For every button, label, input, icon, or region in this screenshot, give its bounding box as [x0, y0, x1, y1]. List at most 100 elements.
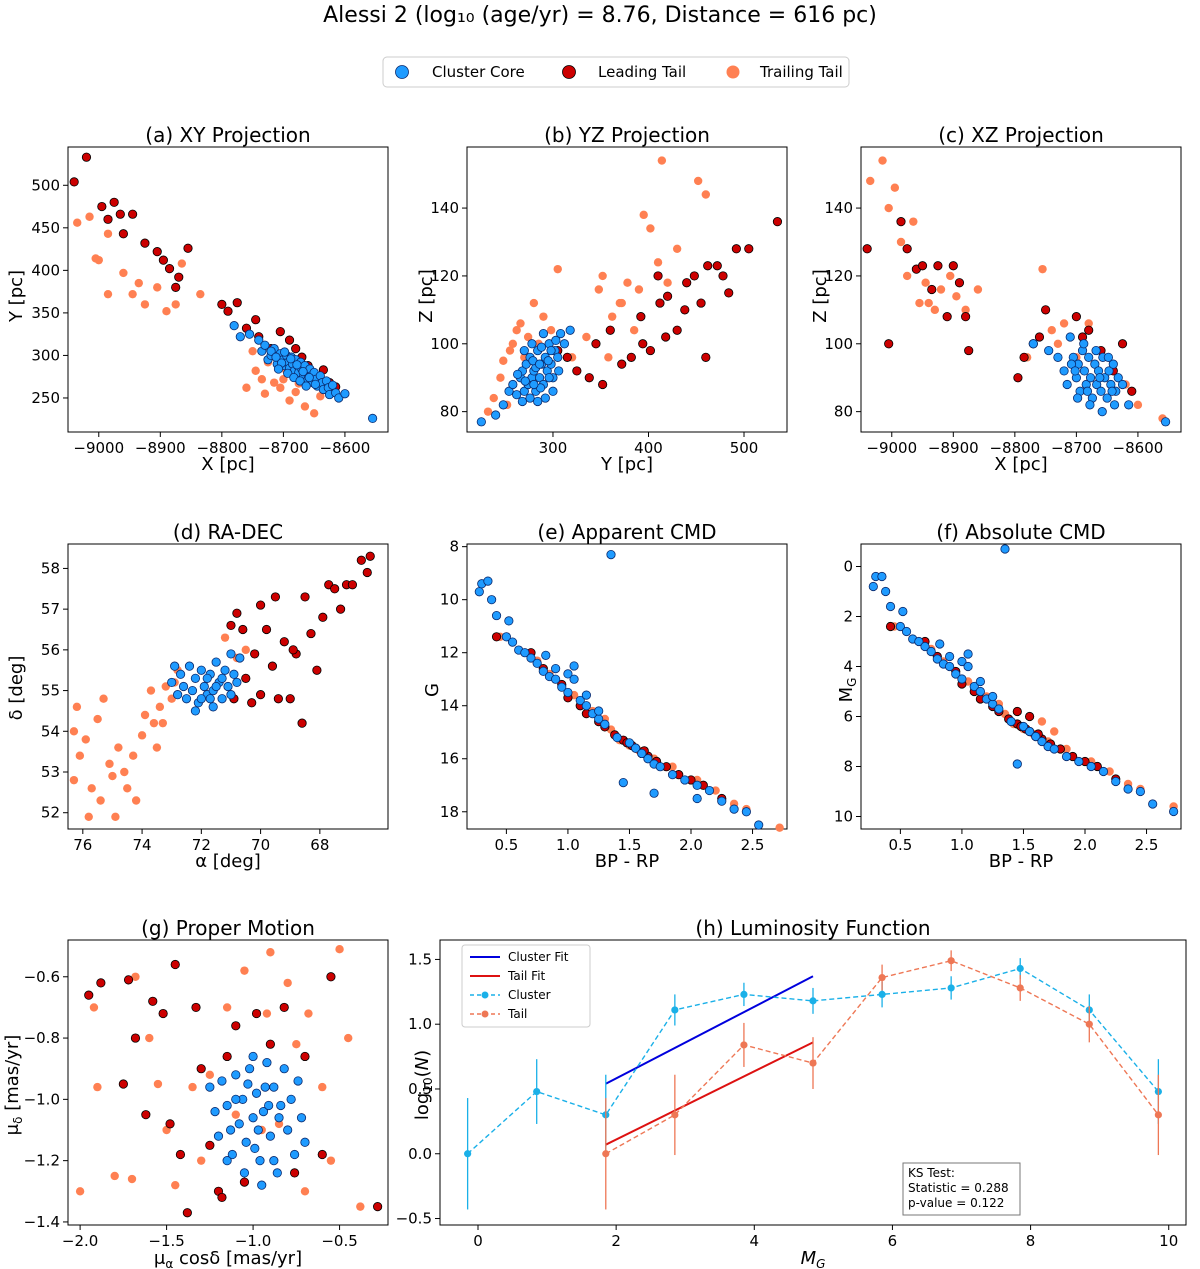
trailing-point	[93, 1082, 102, 1092]
trailing-point	[499, 356, 508, 365]
trailing-point	[149, 718, 159, 728]
trailing-point	[936, 285, 946, 294]
leading-point	[279, 1002, 289, 1013]
leading-point	[902, 244, 912, 254]
core-point	[519, 386, 529, 396]
panel-apparent-cmd: (e) Apparent CMD BP - RP G 0.5 1.0 1.5 2.0 2…	[422, 520, 788, 872]
core-point	[258, 1107, 269, 1117]
core-point	[717, 796, 727, 806]
core-point	[274, 1113, 284, 1123]
tail-point	[809, 1059, 817, 1067]
core-point	[241, 1137, 251, 1147]
leading-point	[291, 344, 301, 354]
y-tick-label: −0.5	[396, 1210, 432, 1228]
x-tick-label: −8600	[320, 439, 371, 457]
y-tick-label: 80	[440, 403, 459, 421]
trailing-point	[553, 264, 562, 274]
leading-point	[130, 1033, 141, 1043]
core-point	[553, 352, 563, 362]
core-point	[491, 410, 501, 420]
panel-ra-dec: (d) RA-DEC α [deg] δ [deg] 76 74 72 70 68 52 5…	[6, 520, 389, 872]
core-point	[1109, 400, 1120, 410]
y-tick-label: −1.0	[24, 1090, 60, 1108]
core-point	[556, 329, 566, 339]
y-tick-label: 0.5	[408, 1080, 432, 1098]
trailing-point	[114, 743, 123, 752]
trailing-point	[123, 784, 132, 793]
trailing-point	[930, 305, 940, 315]
core-point	[504, 386, 514, 396]
y-tick-label: 140	[824, 199, 853, 217]
x-tick-label: 2.0	[1073, 836, 1097, 854]
y-tick-label: −1.4	[24, 1213, 60, 1231]
trailing-point	[276, 383, 285, 392]
x-tick-label: 74	[133, 836, 152, 854]
trailing-point	[505, 346, 515, 355]
core-point	[529, 379, 539, 390]
y-tick-label: 2	[843, 608, 853, 626]
core-point	[1028, 339, 1038, 349]
trailing-point	[318, 1082, 327, 1092]
trailing-point	[127, 1174, 137, 1184]
trailing-point	[582, 332, 591, 342]
core-point	[226, 649, 236, 659]
lf-legend-tail-label: Tail	[507, 1007, 527, 1021]
trailing-point	[87, 784, 96, 793]
core-point	[304, 372, 314, 383]
trailing-point	[152, 743, 162, 752]
leading-point	[584, 373, 594, 383]
core-point	[255, 1156, 265, 1166]
core-point	[328, 380, 338, 390]
x-tick-label: −2.0	[62, 1232, 98, 1250]
leading-point	[284, 335, 295, 345]
core-point	[637, 748, 647, 759]
leading-point	[238, 624, 248, 635]
leading-point	[562, 352, 572, 362]
leading-point	[662, 291, 673, 301]
core-point	[265, 1131, 275, 1141]
core-point	[239, 1168, 250, 1178]
y-tick-label: 10	[440, 591, 459, 609]
y-tick-label: 350	[31, 304, 60, 322]
core-point	[618, 778, 628, 788]
leading-point	[165, 1119, 175, 1129]
core-point	[1006, 716, 1016, 727]
core-point	[235, 653, 245, 663]
core-point	[231, 1094, 241, 1104]
leading-point	[285, 694, 295, 704]
core-point	[1000, 544, 1010, 554]
x-tick-label: 0.5	[494, 836, 518, 854]
core-point	[1044, 345, 1054, 356]
leading-point	[701, 352, 711, 362]
trailing-point	[508, 339, 518, 348]
core-point	[877, 571, 887, 582]
x-tick-label: −8900	[928, 439, 979, 457]
x-tick-label: −8900	[135, 439, 186, 457]
core-point	[945, 661, 955, 672]
leading-point	[1012, 706, 1022, 717]
x-tick-label: 400	[634, 439, 663, 457]
trailing-point	[775, 823, 784, 832]
core-point	[1098, 766, 1109, 777]
leading-point	[255, 690, 266, 700]
core-point	[520, 648, 530, 658]
y-axis-label: G	[422, 683, 443, 697]
core-point	[957, 674, 967, 684]
y-axis-label: δ [deg]	[6, 656, 27, 721]
leading-point	[964, 345, 974, 356]
x-tick-label: 8	[1026, 1232, 1036, 1250]
core-point	[279, 1064, 289, 1074]
core-point	[557, 682, 567, 692]
x-tick-label: 6	[888, 1232, 898, 1250]
y-tick-label: 12	[440, 644, 459, 662]
leading-point	[251, 1008, 262, 1019]
trailing-point	[1047, 326, 1056, 335]
core-point	[868, 581, 878, 592]
trailing-point	[1050, 727, 1059, 736]
leading-point	[703, 261, 713, 271]
leading-point	[933, 261, 943, 271]
leading-point	[115, 209, 125, 219]
trailing-point	[222, 1003, 232, 1012]
trailing-point	[657, 156, 667, 165]
